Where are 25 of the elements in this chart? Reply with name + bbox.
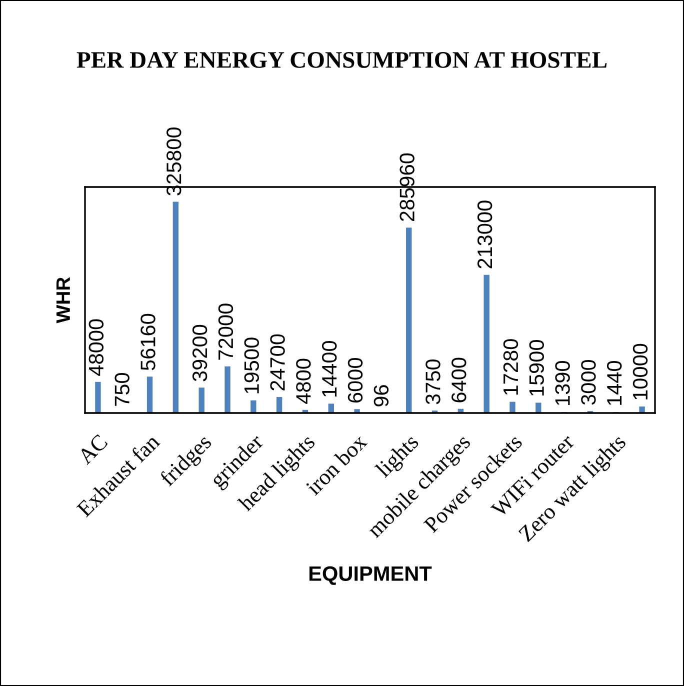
data-label: 19500: [244, 338, 259, 394]
data-label: 17280: [503, 339, 518, 395]
data-label: 1390: [555, 361, 570, 405]
data-label: 750: [114, 373, 130, 406]
data-label: 15900: [529, 340, 544, 396]
data-label: 1440: [606, 360, 622, 405]
data-label: 48000: [88, 319, 104, 376]
data-label: 213000: [477, 200, 492, 268]
y-axis-title: WHR: [56, 277, 70, 324]
x-axis-title: EQUIPMENT: [309, 566, 432, 585]
data-label: 72000: [218, 304, 234, 360]
data-label: 325800: [166, 128, 182, 196]
data-label: 4800: [296, 358, 311, 404]
data-label: 3750: [426, 359, 440, 404]
data-label: 14400: [322, 340, 337, 397]
data-label: 3000: [581, 360, 596, 405]
data-label: 39200: [192, 324, 208, 382]
data-label: 6000: [348, 358, 363, 402]
data-label: 24700: [270, 334, 285, 390]
data-label: 6400: [452, 358, 466, 402]
data-label: 56160: [140, 314, 156, 370]
chart-title: PER DAY ENERGY CONSUMPTION AT HOSTEL: [76, 52, 607, 68]
data-label: 285960: [400, 153, 414, 222]
data-label: 96: [374, 385, 389, 406]
data-label: 10000: [632, 344, 648, 400]
